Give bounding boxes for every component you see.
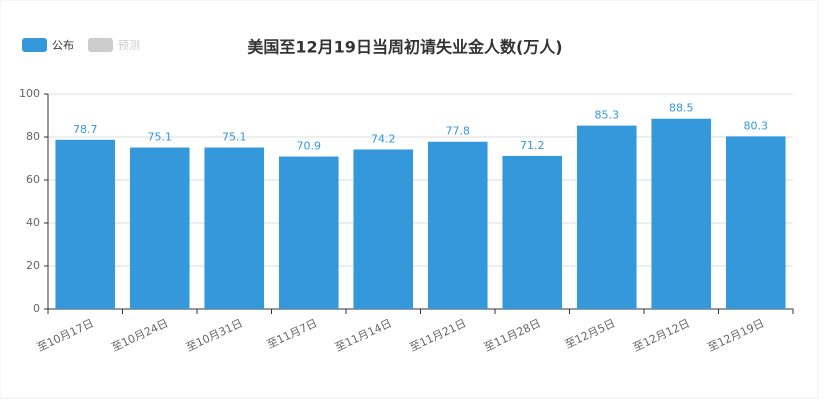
- bar: [725, 136, 786, 309]
- y-tick-label: 80: [26, 130, 40, 143]
- legend: 公布 预测: [22, 38, 140, 52]
- bar: [278, 156, 339, 309]
- value-label: 77.8: [446, 125, 471, 138]
- legend-swatch: [22, 38, 47, 52]
- bar: [651, 118, 712, 309]
- y-tick-label: 100: [19, 87, 40, 100]
- value-label: 80.3: [744, 119, 769, 132]
- bar: [427, 141, 488, 309]
- y-tick-label: 20: [26, 259, 40, 272]
- bar: [129, 147, 190, 309]
- bar: [55, 139, 116, 309]
- legend-label: 预测: [118, 39, 140, 52]
- value-label: 70.9: [297, 140, 322, 153]
- bar: [576, 125, 637, 309]
- y-tick-label: 0: [33, 302, 40, 315]
- bar: [204, 147, 265, 309]
- value-label: 74.2: [371, 132, 396, 145]
- value-label: 75.1: [148, 131, 173, 144]
- y-tick-label: 60: [26, 173, 40, 186]
- bar: [502, 155, 563, 309]
- value-label: 85.3: [595, 109, 620, 122]
- chart-title: 美国至12月19日当周初请失业金人数(万人): [247, 38, 562, 57]
- value-label: 75.1: [222, 131, 247, 144]
- value-label: 78.7: [73, 123, 98, 136]
- legend-swatch: [88, 38, 113, 52]
- value-label: 88.5: [669, 102, 694, 115]
- value-label: 71.2: [520, 139, 545, 152]
- y-tick-label: 40: [26, 216, 40, 229]
- legend-label: 公布: [52, 39, 74, 52]
- bar: [353, 149, 414, 309]
